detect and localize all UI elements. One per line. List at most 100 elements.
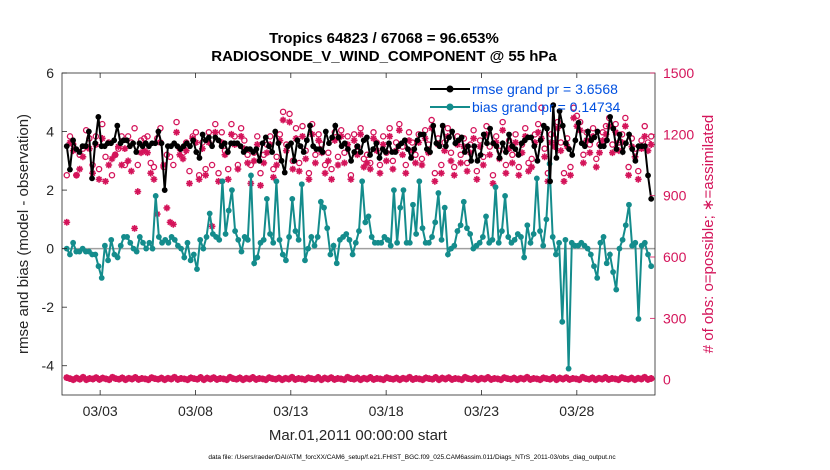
obs-assimilated-point (236, 374, 244, 382)
obs-assimilated-point (331, 376, 338, 383)
obs-possible-point (192, 129, 200, 136)
bias-point (533, 175, 540, 182)
obs-assimilated-point (195, 175, 203, 183)
obs-assimilated-point (419, 376, 427, 384)
rmse-point (386, 140, 392, 147)
obs-possible-point (170, 161, 177, 169)
obs-assimilated-point (295, 167, 303, 175)
y-right-tick-label: 900 (663, 188, 687, 204)
bias-point (562, 236, 569, 243)
obs-assimilated-point (127, 167, 135, 175)
rmse-point (556, 108, 563, 114)
obs-possible-point (244, 151, 251, 159)
obs-assimilated-point (546, 375, 554, 383)
obs-assimilated-point (99, 374, 107, 382)
obs-assimilated-point (476, 143, 484, 150)
rmse-point (607, 114, 614, 120)
obs-possible-point (257, 169, 264, 177)
obs-possible-point (450, 163, 458, 171)
obs-assimilated-point (166, 218, 174, 226)
obs-assimilated-point (560, 177, 568, 185)
obs-assimilated-point (634, 175, 642, 183)
bias-point (279, 251, 286, 258)
y-right-tick-label: 1500 (663, 65, 694, 81)
obs-assimilated-point (272, 375, 280, 383)
bias-point (559, 318, 566, 325)
obs-assimilated-point (186, 180, 193, 187)
rmse-point (70, 137, 76, 144)
bias-point (429, 234, 435, 240)
bias-point (124, 234, 131, 240)
obs-count-markers (63, 104, 655, 232)
obs-assimilated-point (497, 376, 505, 384)
obs-possible-point (328, 165, 335, 173)
obs-assimilated-point (559, 375, 567, 383)
obs-assimilated-point (431, 177, 439, 185)
rmse-point (392, 149, 399, 155)
obs-assimilated-point (412, 159, 419, 167)
legend: rmse grand pr = 3.6568 bias grand pr = 0… (430, 81, 620, 115)
x-tick-label: 03/13 (273, 403, 308, 419)
rmse-point (294, 137, 301, 144)
rmse-point (275, 140, 282, 147)
bias-point (330, 242, 337, 249)
obs-assimilated-point (508, 159, 516, 167)
obs-assimilated-point (647, 375, 655, 382)
obs-assimilated-point (224, 175, 232, 183)
bias-point (584, 245, 591, 252)
obs-assimilated-point (282, 374, 289, 382)
rmse-point (111, 137, 118, 144)
rmse-point (414, 137, 421, 144)
obs-assimilated-point (595, 374, 603, 382)
obs-possible-point (350, 131, 358, 138)
rmse-point (329, 134, 336, 141)
bias-point (117, 242, 124, 249)
obs-assimilated-point (409, 376, 417, 383)
obs-assimilated-point (147, 169, 155, 177)
obs-assimilated-point (321, 374, 329, 382)
obs-assimilated-point (596, 149, 603, 157)
obs-possible-point (134, 161, 142, 169)
obs-assimilated-point (549, 374, 557, 381)
rmse-point (591, 134, 598, 141)
obs-possible-point (389, 157, 397, 165)
obs-possible-point (431, 169, 439, 177)
obs-assimilated-point (82, 376, 90, 384)
obs-assimilated-point (105, 161, 113, 169)
obs-assimilated-point (63, 374, 71, 382)
obs-assimilated-point (187, 374, 195, 382)
rmse-point (92, 140, 99, 147)
rmse-point (585, 128, 591, 135)
rmse-point (458, 134, 465, 141)
obs-assimilated-point (461, 373, 469, 381)
bias-point (219, 178, 226, 185)
obs-assimilated-point (340, 376, 348, 384)
rmse-point (215, 137, 222, 144)
rmse-point (221, 140, 228, 147)
obs-assimilated-point (215, 177, 222, 185)
obs-assimilated-point (437, 169, 445, 177)
obs-assimilated-point (621, 122, 629, 130)
rmse-point (300, 149, 307, 155)
rmse-point (376, 154, 383, 161)
rmse-point (297, 143, 304, 150)
bias-point (495, 239, 502, 246)
obs-possible-point (560, 169, 568, 177)
bias-point (206, 210, 213, 217)
rmse-point (430, 122, 437, 129)
bias-point (260, 236, 267, 243)
obs-assimilated-point (144, 376, 152, 384)
legend-bias-marker (446, 103, 454, 111)
bias-point (524, 222, 531, 229)
obs-possible-point (457, 151, 464, 159)
bias-point (597, 239, 604, 246)
rmse-point (367, 152, 373, 158)
rmse-point (63, 143, 70, 150)
legend-rmse-marker (446, 85, 454, 93)
obs-assimilated-point (105, 376, 113, 384)
rmse-point (373, 140, 380, 147)
obs-assimilated-point (95, 175, 103, 183)
bias-point (479, 234, 486, 240)
bias-point (98, 275, 105, 281)
bias-point (432, 219, 439, 226)
